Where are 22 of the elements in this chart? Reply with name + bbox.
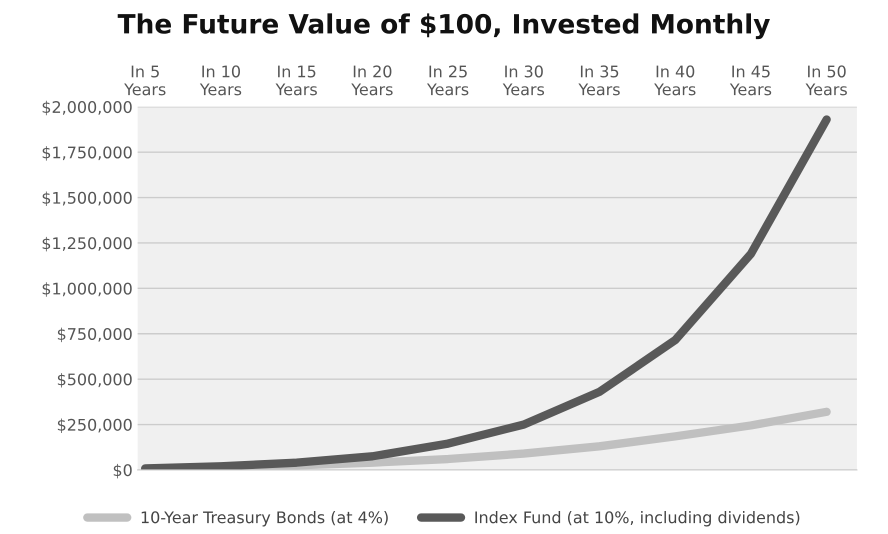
- y-tick-label: $2,000,000: [42, 100, 132, 116]
- y-tick-label: $1,000,000: [42, 282, 132, 297]
- chart-title: The Future Value of $100, Invested Monthly: [118, 13, 770, 40]
- x-tick-label: In 45 Years: [730, 66, 772, 96]
- y-tick-label: $750,000: [58, 328, 132, 342]
- y-tick-label: $0: [114, 464, 132, 478]
- y-tick-label: $1,500,000: [42, 192, 132, 206]
- y-tick-label: $500,000: [58, 373, 132, 388]
- legend-label: Index Fund (at 10%, including dividends): [475, 510, 800, 526]
- x-tick-label: In 25 Years: [426, 65, 468, 96]
- x-tick-label: In 5 Years: [124, 66, 166, 96]
- legend-label: 10-Year Treasury Bonds (at 4%): [142, 510, 388, 526]
- x-tick-label: In 30 Years: [502, 65, 544, 96]
- x-tick-label: In 15 Years: [276, 66, 317, 96]
- x-tick-label: In 10 Years: [200, 65, 242, 96]
- x-tick-label: In 20 Years: [351, 65, 393, 96]
- y-tick-label: $1,250,000: [42, 236, 132, 252]
- x-tick-label: In 35 Years: [578, 65, 620, 96]
- x-tick-label: In 50 Years: [806, 65, 847, 96]
- y-tick-label: $1,750,000: [42, 146, 132, 161]
- y-tick-label: $250,000: [58, 418, 132, 433]
- x-tick-label: In 40 Years: [654, 65, 696, 96]
